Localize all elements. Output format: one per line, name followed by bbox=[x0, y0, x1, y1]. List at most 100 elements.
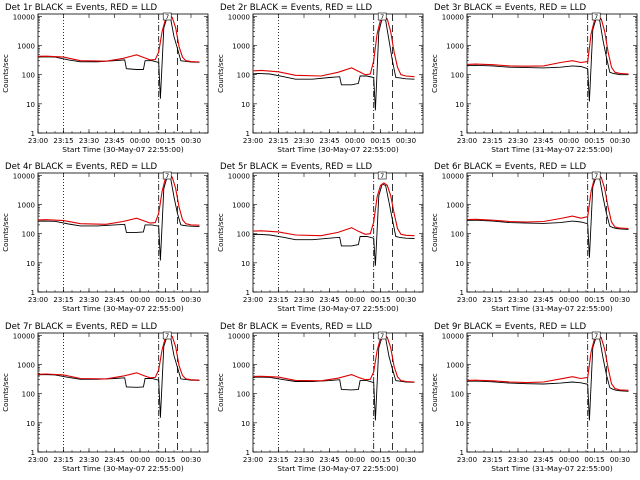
plot-frame bbox=[466, 332, 638, 453]
x-tick-label: 23:00 bbox=[243, 456, 263, 464]
marker-box bbox=[162, 171, 172, 180]
x-axis-label: Start Time (30-May-07 22:55:00) bbox=[62, 464, 184, 473]
series-lld-line bbox=[467, 15, 629, 75]
x-tick-label: 23:45 bbox=[533, 296, 553, 304]
marker-label: 7 bbox=[165, 172, 169, 180]
chart-title: Det 2r BLACK = Events, RED = LLD bbox=[220, 3, 372, 13]
y-tick-label: 100 bbox=[451, 72, 464, 80]
x-axis-label: Start Time (31-May-07 22:55:00) bbox=[491, 304, 613, 313]
x-tick-label: 00:00 bbox=[345, 137, 365, 145]
y-tick-label: 10000 bbox=[13, 172, 35, 180]
x-tick-label: 23:30 bbox=[294, 137, 314, 145]
chart-title: Det 8r BLACK = Events, RED = LLD bbox=[220, 322, 372, 332]
series-events-line bbox=[253, 17, 415, 111]
y-tick-label: 1000 bbox=[17, 361, 35, 369]
y-tick-label: 10000 bbox=[442, 332, 464, 340]
y-axis-label: Counts/sec bbox=[2, 54, 10, 93]
x-axis-label: Start Time (30-May-07 22:55:00) bbox=[62, 304, 184, 313]
x-tick-label: 00:00 bbox=[559, 296, 579, 304]
chart-title: Det 9r BLACK = Events, RED = LLD bbox=[434, 322, 586, 332]
y-tick-label: 10000 bbox=[228, 13, 250, 21]
plot-frame bbox=[466, 13, 638, 134]
y-tick-label: 1000 bbox=[446, 42, 464, 50]
chart-title: Det 5r BLACK = Events, RED = LLD bbox=[220, 162, 372, 172]
chart-panel-7: Det 7r BLACK = Events, RED = LLD 1 10 100 10… bbox=[2, 322, 209, 473]
x-tick-label: 23:15 bbox=[268, 456, 288, 464]
y-axis-label: Counts/sec bbox=[431, 54, 439, 93]
x-tick-label: 23:00 bbox=[243, 296, 263, 304]
series-lld-line bbox=[38, 14, 200, 63]
plot-frame bbox=[252, 332, 424, 453]
y-tick-label: 10 bbox=[455, 260, 464, 268]
chart-panel-3: Det 3r BLACK = Events, RED = LLD 1 10 100 10… bbox=[431, 3, 638, 154]
y-tick-label: 1 bbox=[246, 289, 250, 297]
y-tick-label: 100 bbox=[22, 391, 35, 399]
plot-frame bbox=[37, 172, 209, 293]
y-tick-label: 1 bbox=[31, 130, 35, 138]
x-tick-label: 23:00 bbox=[28, 296, 48, 304]
x-tick-label: 23:30 bbox=[294, 456, 314, 464]
y-tick-label: 1000 bbox=[446, 201, 464, 209]
x-tick-label: 00:15 bbox=[155, 296, 175, 304]
x-tick-label: 00:30 bbox=[396, 456, 416, 464]
x-tick-label: 00:15 bbox=[370, 296, 390, 304]
series-lld-line bbox=[467, 334, 629, 391]
y-tick-label: 100 bbox=[237, 231, 250, 239]
y-tick-label: 1 bbox=[460, 130, 464, 138]
y-tick-label: 10 bbox=[241, 260, 250, 268]
x-tick-label: 00:00 bbox=[345, 296, 365, 304]
x-tick-label: 00:30 bbox=[396, 296, 416, 304]
chart-title: Det 1r BLACK = Events, RED = LLD bbox=[5, 3, 157, 13]
chart-panel-5: Det 5r BLACK = Events, RED = LLD 1 10 100 10… bbox=[217, 162, 424, 313]
y-tick-label: 1 bbox=[460, 449, 464, 457]
x-tick-label: 00:30 bbox=[610, 296, 630, 304]
marker-box bbox=[591, 12, 601, 21]
y-tick-label: 10 bbox=[26, 420, 35, 428]
y-tick-label: 1 bbox=[460, 289, 464, 297]
x-tick-label: 23:15 bbox=[53, 137, 73, 145]
x-tick-label: 00:00 bbox=[559, 456, 579, 464]
plot-frame bbox=[466, 172, 638, 293]
chart-title: Det 3r BLACK = Events, RED = LLD bbox=[434, 3, 586, 13]
x-tick-label: 23:30 bbox=[79, 296, 99, 304]
plot-frame bbox=[37, 13, 209, 134]
y-tick-label: 1 bbox=[31, 289, 35, 297]
y-axis-label: Counts/sec bbox=[217, 213, 225, 252]
series-events-line bbox=[467, 17, 629, 102]
marker-label: 7 bbox=[165, 13, 169, 21]
y-axis-label: Counts/sec bbox=[2, 213, 10, 252]
x-tick-label: 23:45 bbox=[104, 296, 124, 304]
y-tick-label: 10000 bbox=[228, 172, 250, 180]
y-tick-label: 100 bbox=[237, 391, 250, 399]
y-tick-label: 100 bbox=[451, 391, 464, 399]
marker-box bbox=[377, 331, 387, 340]
x-tick-label: 23:45 bbox=[533, 137, 553, 145]
x-tick-label: 00:15 bbox=[370, 456, 390, 464]
y-tick-label: 1000 bbox=[232, 361, 250, 369]
chart-title: Det 7r BLACK = Events, RED = LLD bbox=[5, 322, 157, 332]
y-tick-label: 1000 bbox=[232, 42, 250, 50]
x-tick-label: 23:15 bbox=[268, 137, 288, 145]
x-tick-label: 23:45 bbox=[319, 456, 339, 464]
y-tick-label: 100 bbox=[451, 231, 464, 239]
y-tick-label: 10 bbox=[26, 260, 35, 268]
x-tick-label: 00:15 bbox=[584, 296, 604, 304]
x-axis-label: Start Time (31-May-07 22:55:00) bbox=[491, 464, 613, 473]
x-tick-label: 23:30 bbox=[79, 456, 99, 464]
marker-box bbox=[377, 12, 387, 21]
chart-panel-4: Det 4r BLACK = Events, RED = LLD 1 10 100 10… bbox=[2, 162, 209, 313]
x-tick-label: 23:45 bbox=[319, 137, 339, 145]
y-axis-label: Counts/sec bbox=[431, 213, 439, 252]
chart-title: Det 4r BLACK = Events, RED = LLD bbox=[5, 162, 157, 172]
y-tick-label: 10 bbox=[455, 420, 464, 428]
x-axis-label: Start Time (30-May-07 22:55:00) bbox=[62, 145, 184, 154]
marker-box bbox=[591, 331, 601, 340]
x-tick-label: 00:30 bbox=[396, 137, 416, 145]
x-tick-label: 23:00 bbox=[28, 137, 48, 145]
series-lld-line bbox=[253, 333, 415, 383]
x-tick-label: 00:00 bbox=[130, 456, 150, 464]
marker-label: 7 bbox=[594, 13, 598, 21]
y-tick-label: 10000 bbox=[228, 332, 250, 340]
y-tick-label: 1 bbox=[31, 449, 35, 457]
